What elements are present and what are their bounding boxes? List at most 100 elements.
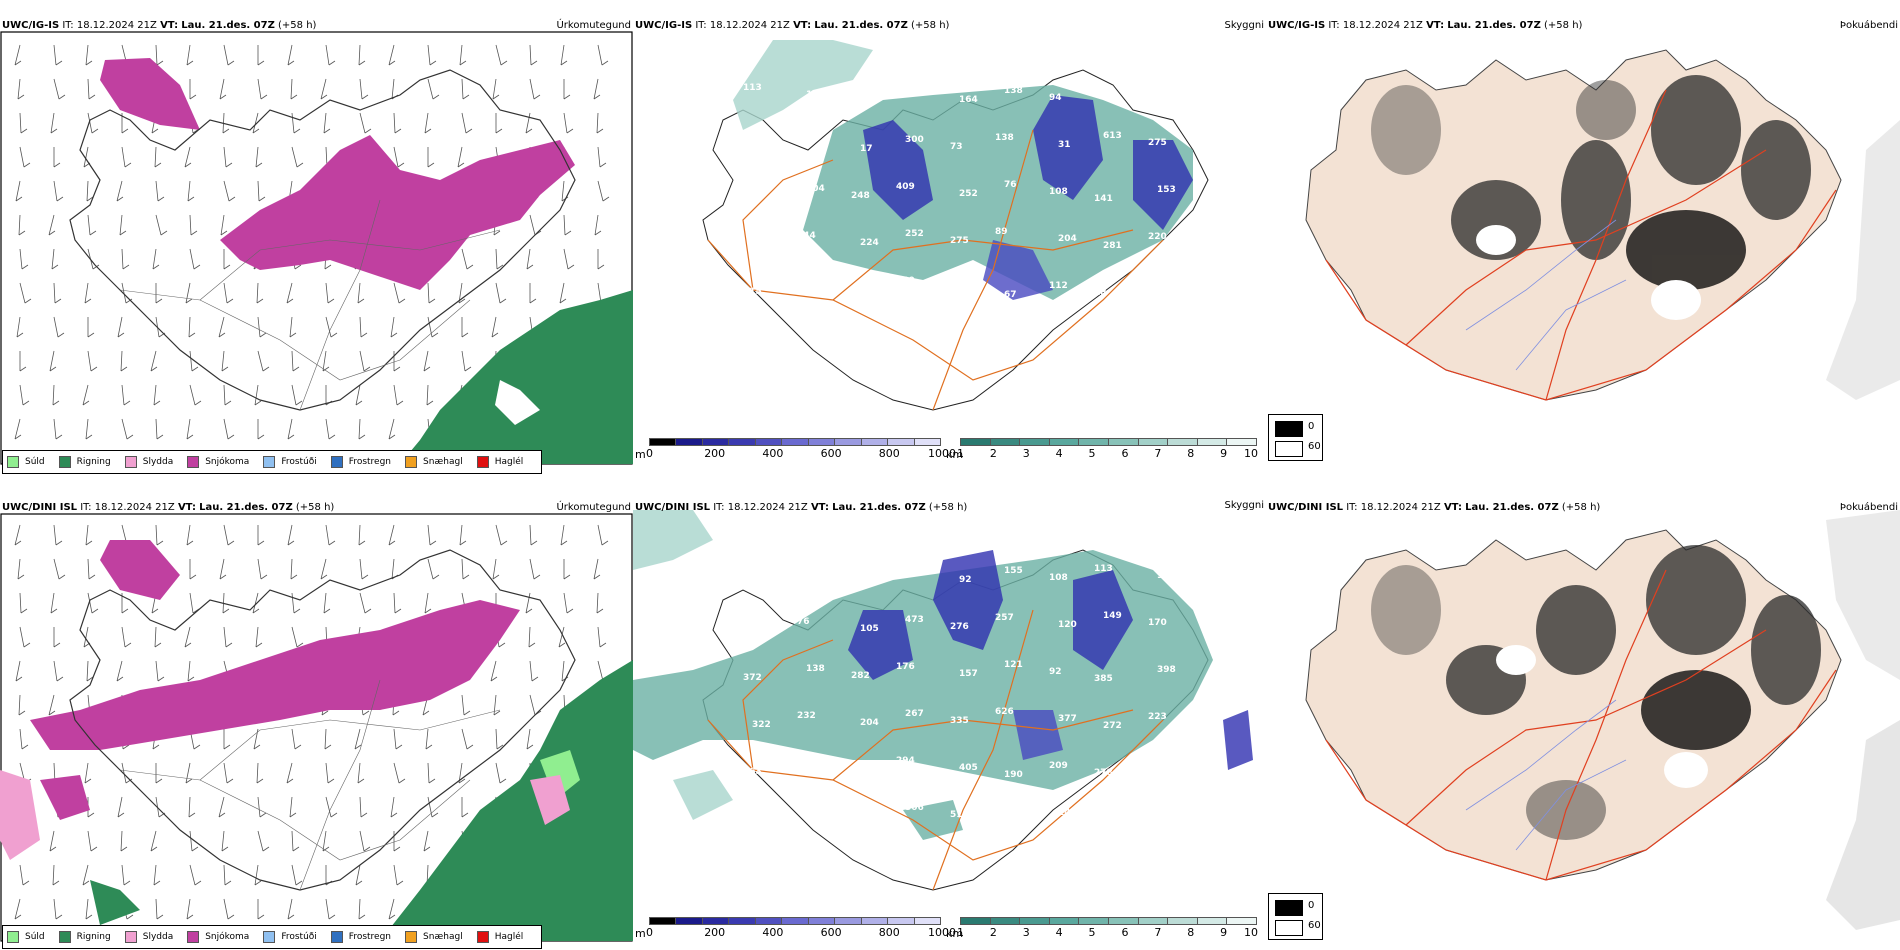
cloud-number-label: 335 [950, 716, 969, 726]
wind-barb [393, 762, 406, 784]
wind-barb [528, 626, 536, 648]
wind-barb [155, 214, 168, 236]
wind-barb [19, 351, 27, 372]
cloud-number-label: 73 [950, 142, 963, 152]
cloud-top-unit: km [946, 927, 964, 940]
wind-barb [120, 830, 128, 852]
it-label: IT: [695, 20, 707, 31]
wind-barb [223, 626, 233, 648]
cloud-base-bin [887, 438, 915, 446]
wind-barb [85, 524, 93, 546]
wind-barb [289, 316, 297, 338]
it-label: IT: [80, 502, 92, 513]
wind-barb [291, 830, 300, 852]
vt-value: Lau. 21.des. 07Z [1465, 502, 1559, 513]
panel-title: Þokuábendi [1839, 20, 1898, 31]
fog-shading [1371, 75, 1811, 290]
wind-barb [155, 180, 165, 202]
wind-barb [393, 728, 403, 750]
cloud-top-bin [1137, 438, 1169, 446]
cloud-number-label: 153 [1157, 185, 1176, 195]
wind-barb [155, 660, 165, 682]
wind-barb [427, 78, 440, 100]
wind-barb [218, 796, 226, 818]
wind-barb [52, 864, 60, 886]
rain-area [400, 290, 633, 464]
cloud-number-label: 176 [896, 662, 915, 672]
wind-barb [85, 44, 93, 66]
road-lines [1325, 569, 1837, 881]
wind-barb [189, 350, 199, 372]
wind-barb [223, 44, 235, 66]
it-value: 18.12.2024 21Z [76, 20, 157, 31]
cloud-number-labels: 259 114 123 180 92 155 108 113 98 113 76 105 473 276 2… [743, 563, 1176, 827]
wind-barb [495, 113, 503, 134]
cloud-base-bin [754, 917, 783, 925]
cloud-number-label: 463 [743, 767, 762, 777]
cloud-base-tick-label: 800 [878, 447, 900, 460]
panel-title: Úrkomutegund [556, 20, 631, 31]
legend-item: Snæhagl [405, 456, 463, 468]
fog-hole [1476, 225, 1516, 255]
it-label: IT: [713, 502, 725, 513]
wind-barb [187, 180, 195, 202]
cloud-number-label: 306 [905, 803, 924, 813]
wind-barb [53, 418, 63, 440]
wind-barb [325, 418, 336, 440]
wind-barb [461, 694, 471, 716]
legend-item: Snjókoma [187, 456, 249, 468]
cloud-base-tick-label: 1000 [928, 447, 956, 460]
legend-item: Snæhagl [405, 931, 463, 943]
wind-barb [388, 418, 396, 440]
panel-header: UWC/DINI ISL IT: 18.12.2024 21Z VT: Lau.… [1268, 502, 1600, 513]
cloud-number-label: 275 [1148, 138, 1167, 148]
it-value: 18.12.2024 21Z [1342, 20, 1423, 31]
wind-barb [85, 898, 93, 920]
cloud-base-tick-label: 0 [646, 447, 653, 460]
legend-swatch [7, 931, 19, 943]
wind-barb [87, 214, 97, 236]
wind-barb [492, 78, 500, 100]
wind-barb [19, 728, 29, 750]
wind-barb [597, 180, 610, 202]
cloud-number-label: 473 [905, 615, 924, 625]
cloud-number-label: 252 [959, 189, 978, 199]
cloud-base-bin [649, 438, 677, 446]
wind-barb [254, 384, 262, 406]
snow-area [220, 135, 575, 290]
panel-header: UWC/IG-IS IT: 18.12.2024 21Z VT: Lau. 21… [635, 20, 949, 31]
wind-barb [529, 44, 538, 66]
precip-panel-row1: UWC/IG-IS IT: 18.12.2024 21Z VT: Lau. 21… [0, 0, 633, 475]
wind-barb [393, 282, 406, 304]
wind-barb [388, 524, 396, 546]
wind-barb [87, 830, 98, 852]
wind-barb [461, 78, 470, 100]
wind-barb [223, 864, 232, 886]
cloud-base-bin [807, 438, 836, 446]
cloud-number-label: 372 [743, 673, 762, 683]
cloud-number-label: 117 [995, 817, 1014, 827]
legend-item: Slydda [124, 931, 173, 943]
wind-barb [87, 558, 96, 580]
wind-barb [53, 282, 62, 304]
vt-value: Lau. 21.des. 07Z [181, 20, 275, 31]
cloud-number-label: 222 [806, 758, 825, 768]
cloud-base-colorbar: m 0 200 400 600 800 1000 [635, 917, 956, 943]
rain-area [380, 660, 633, 941]
wind-barb [53, 627, 61, 648]
sleet-area [530, 775, 570, 825]
cloud-top-bin [1019, 917, 1050, 925]
snow-area [40, 775, 90, 820]
wind-barb [117, 316, 125, 338]
fog-key-swatch-0 [1275, 421, 1303, 437]
wind-barb [116, 180, 124, 202]
cloud-number-label: 220 [1148, 232, 1167, 242]
snow-area [100, 540, 180, 600]
cloud-number-label: 89 [995, 227, 1008, 237]
cloud-number-label: 190 [1004, 770, 1023, 780]
cloud-base-bin [675, 438, 703, 446]
cloud-top-tick-label: 2 [989, 447, 997, 460]
legend-swatch [330, 456, 343, 468]
cloud-area [633, 510, 713, 570]
wind-barb [424, 112, 432, 134]
